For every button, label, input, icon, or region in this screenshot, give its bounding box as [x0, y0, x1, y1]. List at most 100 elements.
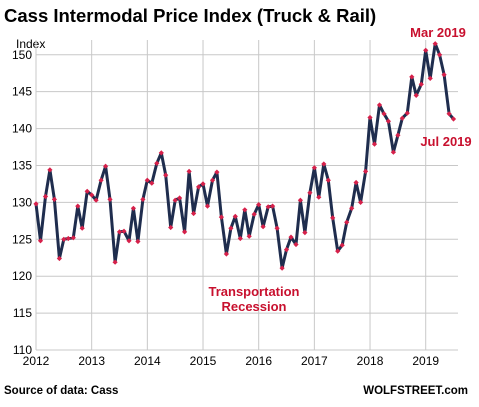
annotation-jul-2019: Jul 2019	[420, 134, 471, 149]
data-point	[409, 74, 415, 80]
series-line	[34, 42, 455, 270]
data-point	[47, 167, 53, 173]
annotation-transportation: Transportation	[208, 284, 299, 299]
data-point	[353, 179, 359, 186]
y-tick-label: 150	[12, 48, 32, 62]
data-point	[441, 72, 447, 78]
data-point	[144, 177, 150, 183]
data-point	[149, 180, 155, 186]
y-tick-label: 125	[12, 232, 32, 246]
data-point	[51, 196, 57, 202]
data-point	[251, 211, 257, 217]
data-point	[385, 118, 391, 124]
data-point	[427, 75, 433, 81]
series-price-index	[33, 41, 457, 271]
data-point	[358, 199, 364, 205]
x-tick-label: 2018	[357, 354, 384, 368]
x-tick-label: 2012	[23, 354, 50, 368]
brand-label: WOLFSTREET.com	[363, 385, 468, 397]
data-point	[349, 205, 355, 211]
data-point	[126, 238, 132, 244]
data-point	[335, 248, 341, 254]
data-point	[84, 188, 90, 194]
data-point	[399, 115, 405, 121]
data-point	[279, 265, 285, 271]
data-point	[330, 215, 336, 221]
data-point	[293, 241, 299, 248]
data-point	[376, 102, 383, 108]
data-point	[140, 196, 146, 202]
data-point	[297, 197, 303, 203]
data-point	[200, 181, 206, 187]
data-point	[228, 225, 234, 231]
data-point	[168, 224, 174, 231]
data-point	[191, 210, 197, 217]
annotation-recession: Recession	[221, 299, 286, 314]
y-tick-label: 145	[12, 85, 32, 99]
source-note: Source of data: Cass	[4, 385, 118, 397]
y-tick-label: 135	[12, 158, 32, 172]
x-tick-label: 2015	[190, 354, 217, 368]
data-point	[404, 110, 410, 116]
data-point	[265, 204, 271, 210]
data-point	[432, 41, 438, 47]
data-point	[182, 229, 188, 235]
data-point	[112, 259, 118, 265]
data-point	[177, 195, 183, 201]
data-point	[302, 230, 308, 236]
data-point	[307, 190, 313, 196]
x-tick-labels: 2012 2013 2014 2015 2016 2017 2018 2019	[23, 354, 440, 368]
data-point	[423, 47, 429, 53]
data-point	[325, 177, 331, 183]
data-point	[33, 201, 39, 207]
data-point	[218, 214, 224, 220]
data-point	[311, 165, 317, 171]
data-point	[270, 203, 276, 209]
data-point	[121, 228, 127, 234]
y-tick-label: 110	[13, 343, 32, 357]
y-axis-label: Index	[16, 37, 45, 51]
data-point	[344, 219, 350, 225]
x-tick-label: 2013	[78, 354, 105, 368]
chart-title: Cass Intermodal Price Index (Truck & Rai…	[4, 5, 376, 26]
data-point	[288, 234, 294, 240]
y-tick-label: 115	[13, 306, 32, 320]
data-point	[381, 111, 387, 117]
data-point	[79, 225, 85, 231]
data-point	[371, 141, 378, 147]
data-point	[214, 169, 220, 175]
data-point	[70, 235, 76, 241]
data-point	[65, 235, 71, 242]
data-point	[107, 196, 113, 202]
data-point	[367, 114, 373, 121]
data-point	[209, 177, 216, 183]
data-point	[321, 161, 327, 167]
data-point	[237, 235, 243, 242]
y-tick-label: 140	[12, 122, 32, 136]
data-point	[242, 207, 248, 213]
data-point	[246, 233, 252, 239]
data-point	[196, 184, 202, 190]
data-point	[61, 236, 67, 242]
data-point	[395, 132, 401, 138]
data-point	[316, 194, 322, 200]
data-point	[363, 168, 369, 174]
data-point	[186, 168, 192, 174]
data-point	[450, 116, 457, 122]
data-point	[37, 238, 44, 244]
data-point	[232, 213, 238, 219]
data-point	[130, 205, 136, 211]
y-tick-labels: 110 115 120 125 130 135 140 145 150	[12, 48, 32, 357]
data-point	[116, 229, 123, 235]
data-point	[154, 160, 160, 166]
data-point	[256, 202, 262, 208]
y-tick-label: 130	[12, 195, 32, 209]
data-point	[89, 192, 95, 198]
x-tick-label: 2017	[301, 354, 328, 368]
data-point	[42, 193, 49, 200]
data-point	[158, 150, 164, 156]
x-tick-label: 2016	[245, 354, 272, 368]
data-point	[260, 224, 266, 230]
data-point	[339, 242, 345, 248]
